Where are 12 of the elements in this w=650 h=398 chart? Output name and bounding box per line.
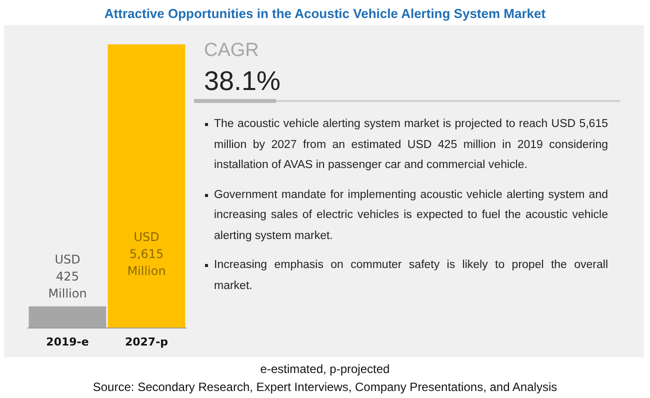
text: 38.1% <box>204 66 281 97</box>
text: Government mandate for implementing acoustic vehicle alerting system and increasing sales of electric vehicles is expected to fuel the acoustic vehicle alerting system market. <box>214 184 608 246</box>
text: The acoustic vehicle alerting system market is projected to reach USD 5,615 million by 2027 from an estimated USD 425 million in 2019 considering installation of AVAS in passenger car and commercial vehicle. <box>214 114 608 176</box>
x-tick-label: 2019-e <box>46 335 89 348</box>
text: Increasing emphasis on commuter safety is likely to propel the overall market. <box>214 255 608 296</box>
data-label: USD 425 Million <box>48 252 87 300</box>
text: Attractive Opportunities in the Acoustic Vehicle Alerting System Market <box>103 6 547 21</box>
text: CAGR <box>204 40 259 62</box>
text: e-estimated, p-projected <box>259 362 391 376</box>
data-label: USD 5,615 Million <box>127 230 166 278</box>
source-note: Source: Secondary Research, Expert Interviews, Company Presentations, and Analysis <box>92 380 558 394</box>
x-tick-label: 2027-p <box>124 335 168 348</box>
